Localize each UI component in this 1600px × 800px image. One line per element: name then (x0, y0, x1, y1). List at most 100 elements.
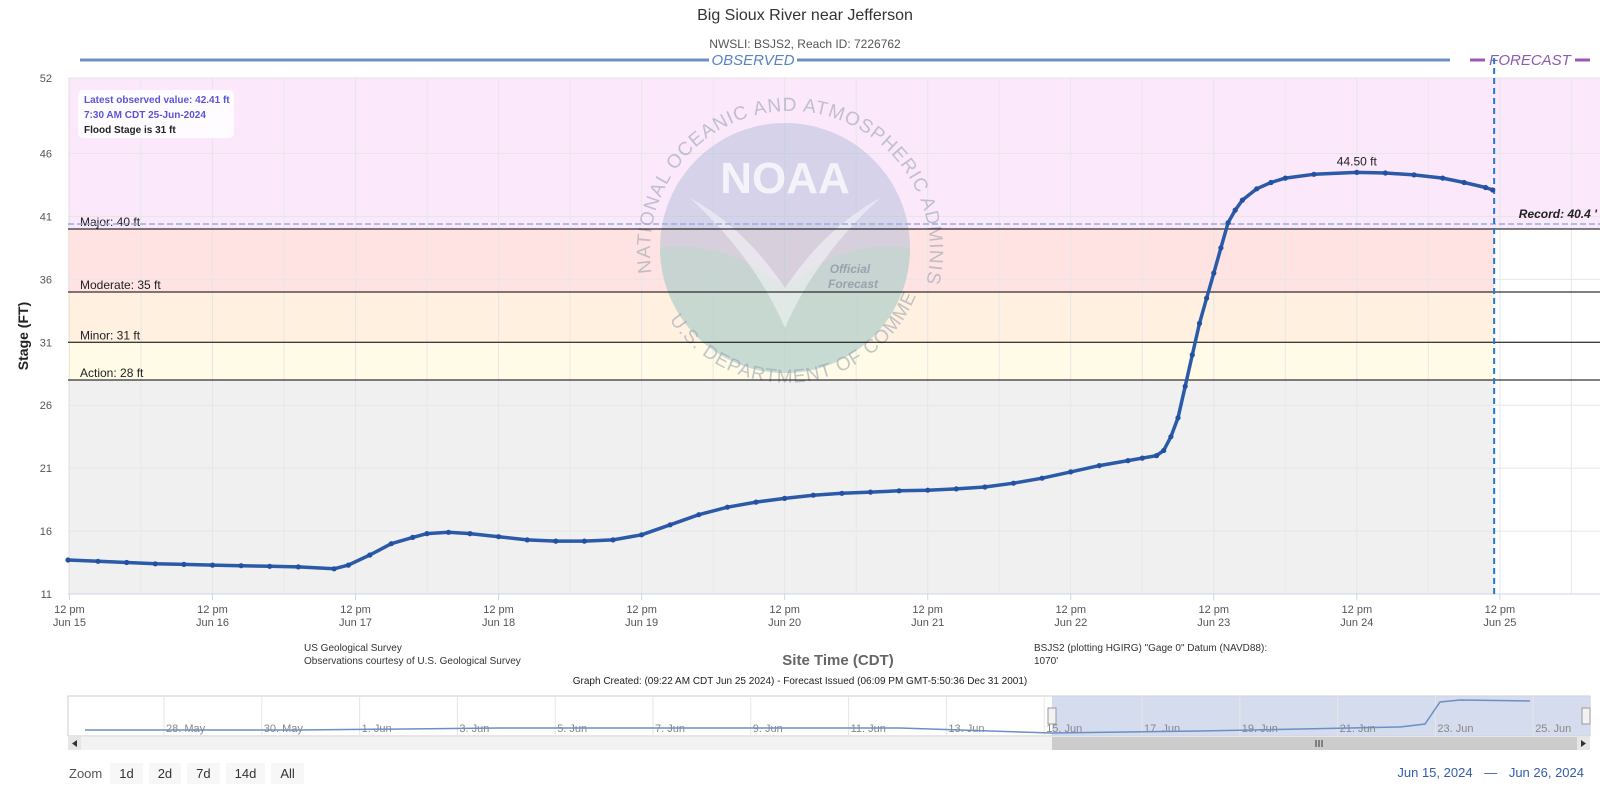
scroll-left-arrow-icon[interactable] (72, 740, 77, 747)
navigator-series-line (85, 699, 1531, 734)
zoom-7d-button[interactable]: 7d (187, 763, 220, 784)
observed-data-point (124, 559, 130, 566)
x-tick-date: Jun 24 (1340, 617, 1373, 629)
date-range[interactable]: Jun 15, 2024 — Jun 26, 2024 (1393, 765, 1588, 780)
navigator-date-label: 30. May (264, 723, 304, 735)
x-tick-date: Jun 23 (1197, 617, 1230, 629)
scrollbar-grip-icon[interactable] (1315, 740, 1323, 747)
noaa-logo-bird (690, 198, 880, 328)
navigator-selection[interactable] (1052, 696, 1590, 736)
observed-data-point (1039, 475, 1045, 481)
x-tick-time: 12 pm (340, 604, 371, 616)
observed-data-point (982, 484, 988, 490)
observed-data-point (1490, 187, 1496, 193)
observed-data-point (1282, 175, 1288, 181)
observed-data-point (581, 538, 588, 544)
watermark-official: Official (830, 262, 871, 276)
y-tick-label: 16 (40, 526, 52, 538)
observed-data-point (65, 557, 71, 563)
y-tick-label: 31 (40, 337, 52, 349)
x-tick-time: 12 pm (1342, 604, 1373, 616)
graph-footer: Graph Created: (09:22 AM CDT Jun 25 2024… (573, 676, 1028, 687)
zoom-1d-button[interactable]: 1d (110, 763, 143, 784)
navigator-scrollbar-thumb[interactable] (1052, 737, 1590, 750)
record-label: Record: 40.4 ' (1519, 207, 1598, 221)
observed-data-point (1483, 184, 1489, 191)
observed-data-point (1161, 447, 1167, 454)
observed-data-point (1440, 175, 1446, 181)
x-tick-date: Jun 18 (482, 617, 515, 629)
zoom-label: Zoom (69, 766, 103, 781)
x-tick-time: 12 pm (1055, 604, 1086, 616)
observed-data-point (1461, 179, 1467, 186)
observed-data-point (782, 495, 788, 501)
navigator-date-label: 19. Jun (1242, 723, 1278, 735)
observed-data-point (1354, 169, 1360, 175)
info-flood-stage: Flood Stage is 31 ft (84, 125, 176, 136)
range-to[interactable]: Jun 26, 2024 (1508, 765, 1584, 780)
observed-data-point (1125, 458, 1131, 464)
observed-data-point (1182, 383, 1188, 389)
x-tick-date: Jun 16 (196, 617, 229, 629)
zoom-14d-button[interactable]: 14d (225, 763, 266, 784)
observed-data-point (238, 563, 244, 569)
observed-data-point (1196, 320, 1203, 326)
x-tick-date: Jun 25 (1483, 617, 1516, 629)
navigator-date-label: 5. Jun (557, 723, 587, 735)
navigator-date-label: 28. May (166, 723, 206, 735)
observed-data-point (1096, 463, 1102, 469)
observed-data-point (1311, 171, 1317, 177)
navigator-date-label: 23. Jun (1437, 723, 1473, 735)
x-tick-time: 12 pm (197, 604, 228, 616)
x-tick-time: 12 pm (769, 604, 800, 616)
navigator-date-label: 11. Jun (851, 723, 886, 735)
peak-label: 44.50 ft (1337, 154, 1378, 168)
threshold-label-moderate: Moderate: 35 ft (80, 278, 161, 292)
x-tick-time: 12 pm (1198, 604, 1229, 616)
zoom-controls: Zoom 1d 2d 7d 14d All (69, 763, 310, 784)
band-below-action (68, 380, 1495, 594)
credit-observations: Observations courtesy of U.S. Geological… (304, 656, 521, 667)
observed-data-point (724, 504, 731, 510)
observed-data-point (810, 492, 816, 498)
x-tick-time: 12 pm (1485, 604, 1516, 616)
y-tick-label: 11 (41, 589, 52, 601)
zoom-2d-button[interactable]: 2d (148, 763, 182, 784)
range-from[interactable]: Jun 15, 2024 (1397, 765, 1473, 780)
x-axis-title: Site Time (CDT) (782, 652, 893, 669)
credit-usgs: US Geological Survey (304, 643, 402, 654)
x-tick-time: 12 pm (54, 604, 85, 616)
observed-data-point (867, 489, 874, 495)
observed-data-point (388, 541, 394, 547)
navigator-date-label: 21. Jun (1340, 723, 1376, 735)
x-tick-date: Jun 17 (339, 617, 372, 629)
scroll-right-arrow-icon[interactable] (1581, 740, 1586, 747)
navigator-right-handle[interactable] (1581, 707, 1591, 725)
datum-note-line2: 1070' (1034, 656, 1058, 667)
y-tick-label: 26 (40, 400, 52, 412)
observed-data-point (367, 552, 373, 558)
datum-note-line1: BSJS2 (plotting HGIRG) "Gage 0" Datum (N… (1034, 643, 1267, 654)
observed-data-point (839, 490, 845, 496)
range-separator: — (1484, 765, 1498, 780)
x-tick-date: Jun 22 (1054, 617, 1087, 629)
observed-data-point (424, 531, 430, 537)
x-tick-time: 12 pm (912, 604, 943, 616)
navigator-date-label: 13. Jun (948, 723, 984, 735)
observed-data-point (1268, 179, 1274, 186)
observed-data-point (925, 487, 931, 493)
observed-data-point (1254, 186, 1260, 192)
zoom-all-button[interactable]: All (271, 763, 304, 784)
x-tick-date: Jun 21 (911, 617, 944, 629)
noaa-logo-wave (660, 246, 910, 373)
y-tick-label: 41 (40, 211, 52, 223)
y-tick-label: 21 (40, 463, 52, 475)
navigator-left-handle[interactable] (1047, 707, 1057, 725)
y-tick-label: 36 (40, 274, 52, 286)
y-axis-title: Stage (FT) (15, 302, 31, 370)
y-tick-label: 46 (40, 149, 52, 161)
observed-data-point (696, 512, 702, 518)
threshold-label-minor: Minor: 31 ft (80, 328, 141, 342)
forecast-label: FORECAST (1489, 52, 1573, 69)
